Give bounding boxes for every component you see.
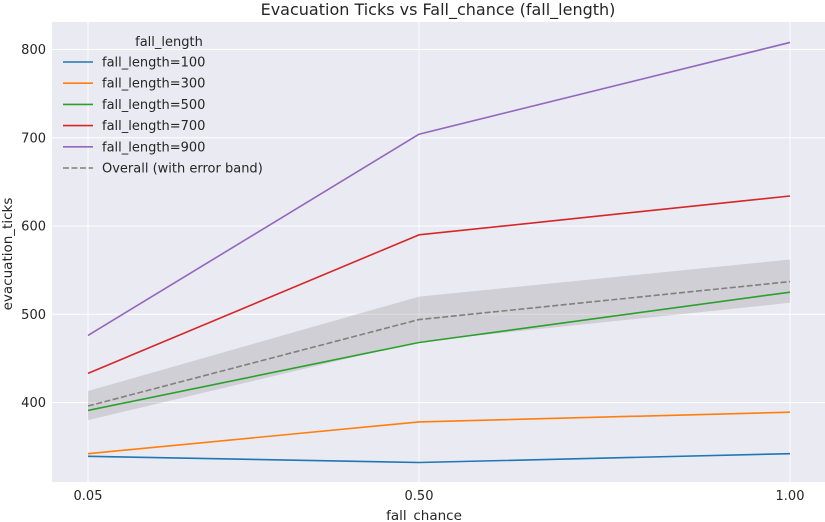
y-axis-label: evacuation_ticks: [0, 198, 16, 311]
chart-title: Evacuation Ticks vs Fall_chance (fall_le…: [261, 0, 616, 20]
legend-entry: fall_length=100: [102, 56, 205, 71]
series-lines: [87, 41, 791, 464]
y-tick-labels: 400 500 600 700 800: [21, 43, 46, 411]
legend-entry: fall_length=300: [102, 77, 205, 92]
series-line-0: [87, 452, 791, 464]
grid-lines: [52, 22, 825, 482]
y-tick-label: 400: [21, 396, 46, 411]
series-line-2: [87, 291, 791, 412]
legend-entry: fall_length=500: [102, 98, 205, 113]
x-tick-label: 1.00: [776, 489, 805, 504]
legend-entry: Overall (with error band): [102, 162, 263, 177]
y-tick-label: 700: [21, 131, 46, 146]
y-tick-label: 500: [21, 308, 46, 323]
series-line-3: [87, 195, 791, 375]
x-tick-labels: 0.05 0.50 1.00: [74, 489, 805, 504]
plot-background: [52, 22, 825, 482]
legend: fall_length fall_length=100 fall_length=3…: [63, 35, 263, 177]
series-line-5: [87, 280, 791, 407]
legend-entry: fall_length=700: [102, 119, 205, 134]
y-tick-label: 600: [21, 220, 46, 235]
legend-title: fall_length: [135, 35, 203, 50]
x-tick-label: 0.50: [405, 489, 434, 504]
series-line-1: [87, 411, 791, 455]
x-tick-label: 0.05: [74, 489, 103, 504]
series-line-4: [87, 41, 791, 337]
x-axis-label: fall_chance: [386, 508, 462, 522]
legend-entry: fall_length=900: [102, 140, 205, 155]
y-tick-label: 800: [21, 43, 46, 58]
